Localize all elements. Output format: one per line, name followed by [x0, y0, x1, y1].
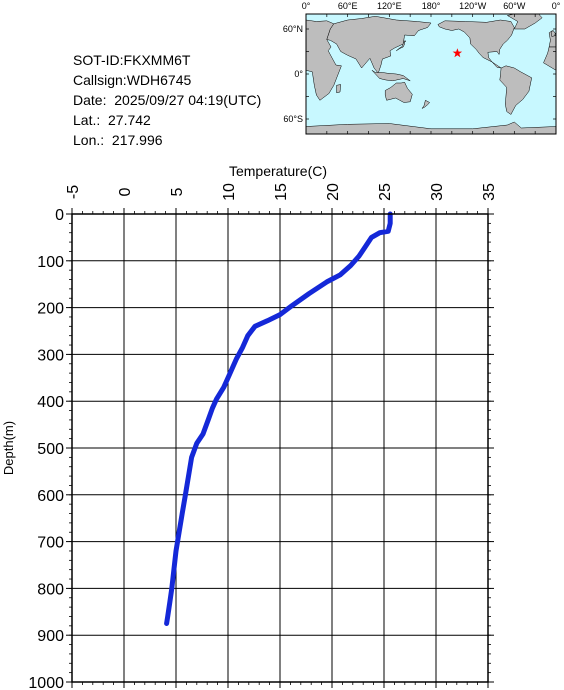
map-land-south-america [499, 65, 532, 115]
x-tick-label: 25 [377, 183, 394, 201]
map-lon-label: 120°E [377, 1, 402, 11]
x-tick-label: 5 [169, 187, 186, 196]
y-tick-label: 300 [37, 347, 64, 364]
x-tick-label: 15 [273, 183, 290, 201]
x-tick-label: 0 [117, 187, 134, 196]
map-land-new-zealand [421, 99, 431, 109]
y-tick-label: 0 [55, 207, 64, 224]
chart-frame [71, 213, 489, 683]
y-tick-label: 200 [37, 301, 64, 318]
x-tick-label: 20 [325, 183, 342, 201]
profile-info: SOT-ID:FKXMM6T Callsign:WDH6745 Date: 20… [73, 50, 261, 150]
chart-grid [71, 213, 489, 683]
map-land-asia [326, 16, 432, 74]
map-lat-label: 0° [294, 69, 303, 79]
map-land-africa-west-edge [543, 46, 557, 71]
map-land-britain [550, 30, 556, 37]
lon-label: Lon.: 217.996 [73, 132, 163, 148]
map-lon-label: 60°E [338, 1, 358, 11]
map-lon-label: 0° [552, 1, 561, 11]
map-land-australia [384, 82, 413, 103]
map-land-north-america [437, 19, 515, 69]
x-tick-label: -5 [65, 185, 82, 199]
x-tick-label: 35 [481, 183, 498, 201]
x-axis-label: Temperature(C) [229, 163, 327, 179]
map-lon-label: 120°W [459, 1, 487, 11]
y-tick-label: 600 [37, 488, 64, 505]
x-tick-label: 30 [429, 183, 446, 201]
y-tick-label: 400 [37, 394, 64, 411]
y-tick-label: 1000 [28, 675, 64, 690]
y-tick-label: 900 [37, 628, 64, 645]
sot-id-label: SOT-ID:FKXMM6T [73, 52, 191, 68]
map-lon-label: 60°W [503, 1, 526, 11]
lat-label: Lat.: 27.742 [73, 112, 151, 128]
map-land-japan [396, 40, 407, 52]
y-tick-label: 500 [37, 441, 64, 458]
location-marker [452, 48, 463, 58]
map-lat-label: 60°S [283, 114, 303, 124]
map-lat-label: 60°N [283, 24, 303, 34]
map-ticks [305, 14, 557, 134]
map-land-indonesia [371, 70, 411, 82]
map-land-madagascar [336, 84, 341, 94]
y-tick-label: 700 [37, 535, 64, 552]
y-tick-label: 100 [37, 254, 64, 271]
x-tick-label: 10 [221, 183, 238, 201]
map-lon-label: 180° [422, 1, 441, 11]
map-lon-label: 0° [302, 1, 311, 11]
y-axis-label: Depth(m) [1, 421, 16, 475]
temperature-profile-line [164, 211, 393, 626]
callsign-label: Callsign:WDH6745 [73, 72, 192, 88]
y-tick-label: 800 [37, 581, 64, 598]
date-label: Date: 2025/09/27 04:19(UTC) [73, 92, 262, 108]
